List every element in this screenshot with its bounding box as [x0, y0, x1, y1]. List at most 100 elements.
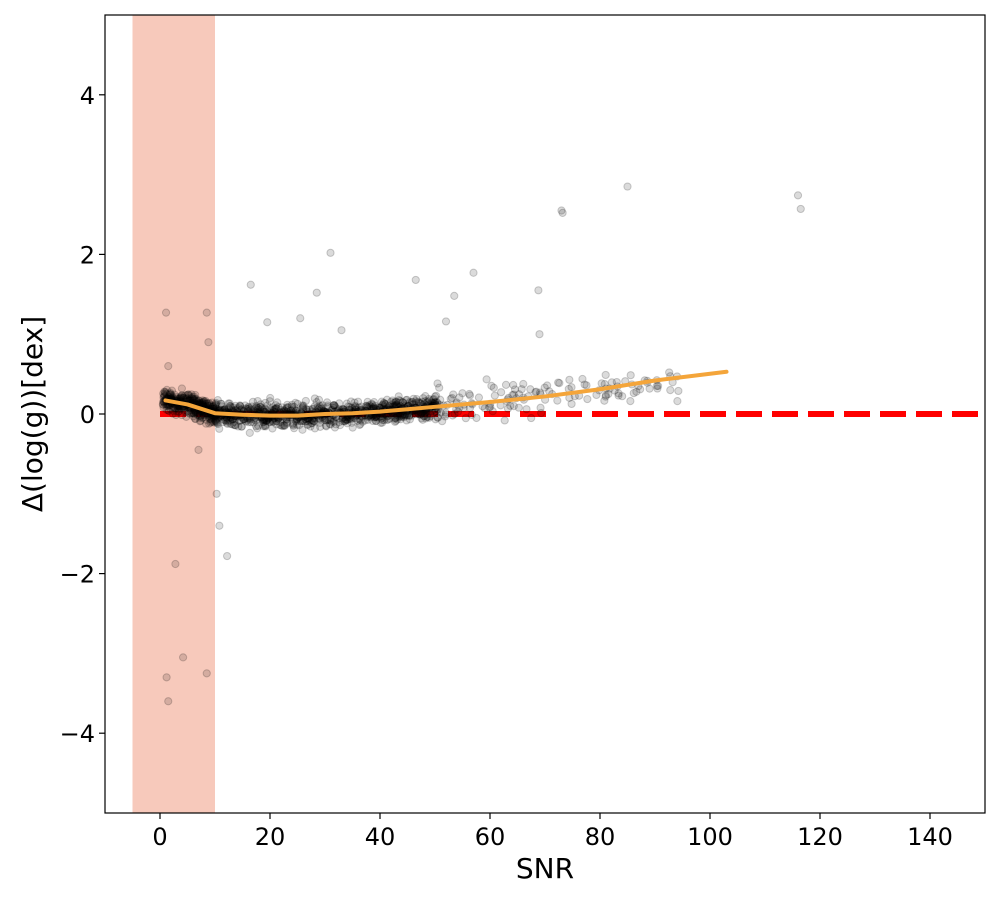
scatter-point	[618, 392, 627, 401]
scatter-point	[166, 388, 175, 397]
scatter-point	[299, 404, 308, 413]
scatter-point	[557, 206, 566, 215]
scatter-point	[540, 383, 549, 392]
scatter-point	[194, 445, 203, 455]
scatter-point	[418, 394, 428, 403]
scatter-point	[196, 412, 205, 421]
scatter-point	[425, 413, 434, 422]
scatter-point	[164, 406, 173, 415]
scatter-point	[237, 404, 246, 414]
scatter-point	[416, 410, 425, 419]
scatter-point	[390, 417, 400, 426]
scatter-point	[526, 385, 535, 394]
scatter-point	[167, 386, 177, 395]
scatter-point	[461, 414, 470, 423]
scatter-point	[261, 422, 270, 431]
scatter-point	[429, 395, 438, 404]
scatter-point	[485, 403, 494, 412]
scatter-point	[362, 401, 371, 410]
scatter-point	[252, 401, 261, 411]
scatter-point	[314, 404, 324, 413]
scatter-point	[377, 401, 386, 410]
scatter-point	[626, 396, 635, 406]
scatter-point	[198, 413, 207, 423]
scatter-point	[343, 402, 353, 411]
scatter-point	[224, 399, 233, 408]
scatter-point	[225, 399, 234, 408]
scatter-point	[402, 411, 411, 420]
scatter-point	[357, 402, 366, 411]
scatter-point	[189, 409, 198, 418]
scatter-point	[177, 410, 186, 420]
scatter-point	[402, 395, 412, 404]
scatter-point	[446, 394, 455, 404]
scatter-point	[276, 405, 285, 414]
scatter-point	[256, 400, 265, 409]
scatter-point	[365, 401, 374, 410]
y-tick-label: −2	[60, 561, 95, 589]
scatter-point	[195, 417, 205, 426]
scatter-point	[189, 395, 199, 405]
scatter-point	[223, 551, 232, 561]
scatter-point	[553, 396, 562, 405]
scatter-point	[392, 412, 402, 422]
scatter-point	[282, 418, 292, 427]
scatter-point	[165, 390, 174, 399]
scatter-point	[215, 424, 224, 433]
scatter-point	[317, 404, 326, 413]
scatter-point	[310, 417, 319, 426]
scatter-point	[222, 418, 232, 427]
scatter-point	[255, 402, 265, 411]
scatter-point	[248, 402, 257, 411]
scatter-point	[162, 385, 171, 394]
scatter-point	[261, 420, 270, 430]
scatter-point	[202, 415, 211, 424]
scatter-point	[236, 416, 245, 425]
scatter-point	[170, 403, 179, 413]
scatter-point	[397, 412, 406, 422]
scatter-point	[206, 418, 215, 427]
scatter-point	[645, 384, 654, 393]
scatter-point	[394, 399, 403, 408]
scatter-point	[245, 404, 254, 413]
scatter-point	[430, 392, 440, 401]
scatter-point	[416, 409, 426, 419]
scatter-point	[441, 408, 450, 417]
scatter-point	[260, 404, 269, 413]
scatter-point	[527, 413, 536, 423]
scatter-point	[353, 416, 362, 425]
scatter-point	[209, 402, 218, 411]
scatter-point	[412, 398, 421, 407]
scatter-point	[653, 381, 663, 391]
scatter-point	[674, 386, 683, 396]
scatter-point	[181, 391, 190, 400]
scatter-point	[363, 415, 373, 424]
scatter-point	[310, 394, 319, 403]
x-tick-label: 0	[152, 823, 167, 851]
scatter-point	[288, 420, 297, 429]
scatter-point	[196, 411, 206, 420]
scatter-point	[207, 415, 216, 424]
scatter-point	[335, 399, 344, 408]
scatter-point	[167, 391, 177, 400]
scatter-point	[283, 403, 292, 412]
scatter-point	[251, 422, 261, 431]
scatter-point	[403, 410, 412, 420]
scatter-point	[185, 408, 194, 418]
scatter-point	[636, 385, 645, 394]
scatter-point	[287, 400, 297, 409]
scatter-point	[158, 400, 168, 409]
scatter-point	[212, 415, 221, 424]
scatter-point	[385, 414, 394, 423]
scatter-point	[425, 396, 434, 405]
scatter-point	[301, 396, 310, 406]
scatter-point	[253, 424, 262, 433]
scatter-point	[218, 417, 227, 427]
scatter-point	[260, 398, 270, 408]
scatter-point	[306, 422, 315, 431]
scatter-point	[433, 408, 442, 417]
scatter-point	[509, 380, 518, 390]
scatter-point	[237, 422, 246, 431]
y-tick-label: −4	[60, 720, 95, 748]
scatter-point	[399, 413, 409, 422]
